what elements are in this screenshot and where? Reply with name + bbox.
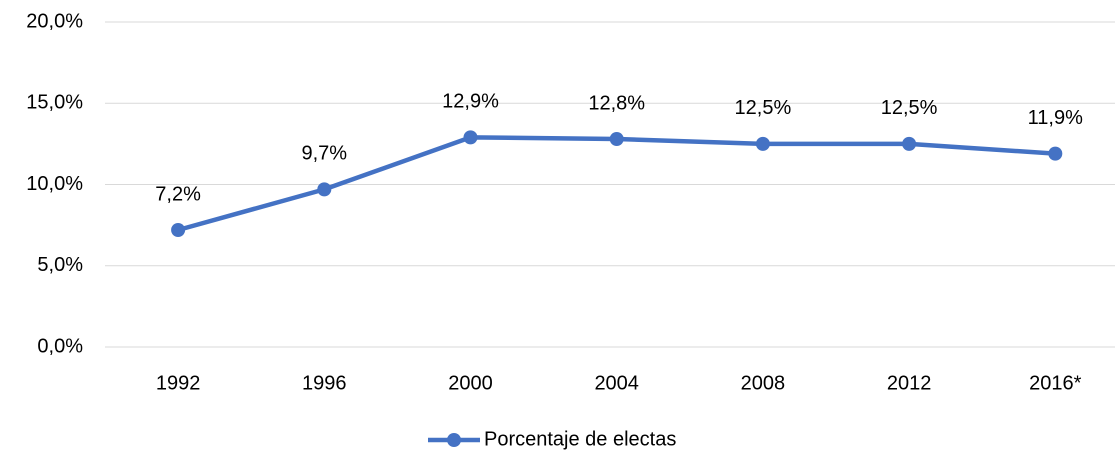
data-label: 12,5% — [881, 97, 938, 119]
x-tick-label: 2008 — [741, 372, 786, 394]
y-tick-label: 20,0% — [26, 10, 83, 32]
data-point — [171, 223, 186, 237]
x-tick-label: 1992 — [156, 372, 201, 394]
data-label: 7,2% — [155, 183, 201, 205]
data-point — [1048, 146, 1063, 161]
y-tick-label: 10,0% — [26, 173, 83, 195]
data-point — [317, 182, 332, 197]
x-tick-label: 2012 — [887, 372, 932, 394]
x-tick-label: 1996 — [302, 372, 347, 394]
data-label: 11,9% — [1028, 107, 1083, 129]
y-tick-label: 5,0% — [37, 254, 83, 276]
legend-marker — [447, 433, 461, 447]
data-point — [463, 130, 478, 145]
x-tick-label: 2004 — [594, 372, 639, 394]
x-tick-label: 2000 — [448, 372, 493, 394]
x-tick-label: 2016* — [1029, 372, 1081, 394]
data-point — [755, 136, 770, 151]
data-label: 12,9% — [442, 91, 499, 113]
legend-label: Porcentaje de electas — [484, 428, 676, 450]
y-tick-label: 0,0% — [37, 335, 83, 357]
data-point — [902, 136, 917, 151]
data-label: 9,7% — [302, 143, 348, 165]
data-label: 12,8% — [588, 92, 645, 114]
data-label: 12,5% — [735, 97, 792, 119]
data-point — [609, 132, 624, 146]
y-tick-label: 15,0% — [26, 92, 83, 114]
